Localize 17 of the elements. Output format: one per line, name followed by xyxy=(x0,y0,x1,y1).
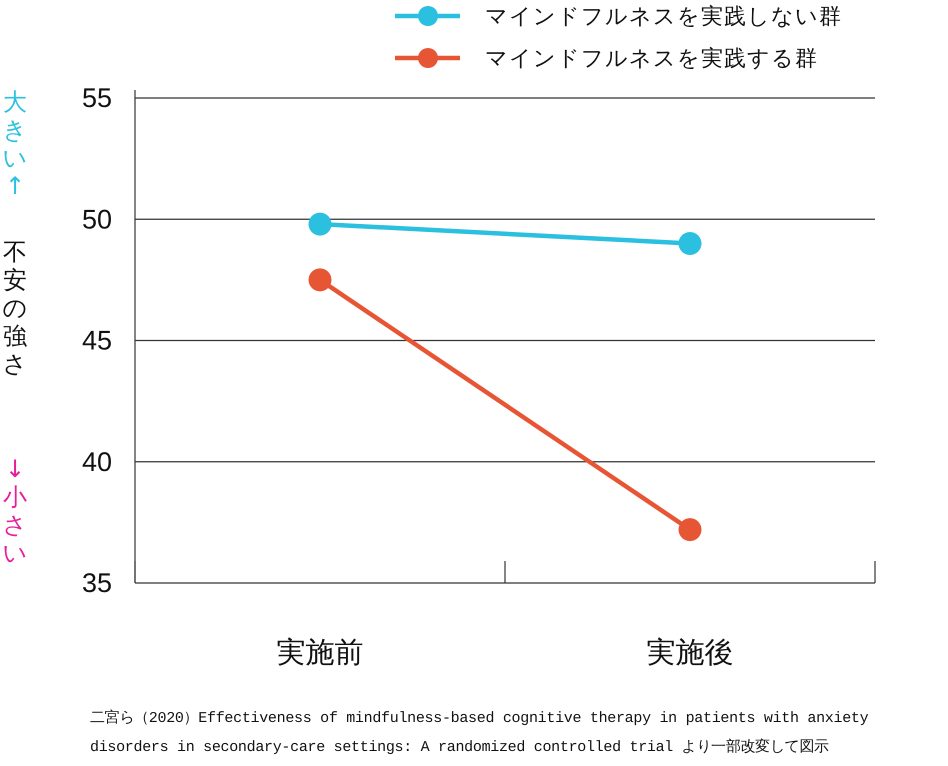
y-tick-label: 50 xyxy=(82,204,112,234)
y-tick-label: 55 xyxy=(82,83,112,113)
point xyxy=(308,212,332,236)
y-axis-title: 不安の強さ xyxy=(2,238,28,378)
text: 大きい↑ xyxy=(2,88,28,200)
point xyxy=(678,518,702,542)
text: 二宮ら（2020）Effectiveness of mindfulness-based cognitive therapy in patients with anxiety disorders in secondary-care settings: A randomized controlled trial より一部改変して図示 xyxy=(90,708,870,758)
point xyxy=(308,268,332,292)
y-tick-label: 40 xyxy=(82,446,112,477)
point xyxy=(678,232,702,255)
y-tick-label: 45 xyxy=(82,326,112,356)
x-tick-label: 実施前 xyxy=(276,637,364,669)
x-tick-label: 実施後 xyxy=(646,637,734,669)
legend-label: マインドフルネスを実践しない群 xyxy=(485,4,842,28)
text: ↓小さい xyxy=(2,455,28,567)
y-tick-label: 35 xyxy=(82,568,112,598)
legend-label: マインドフルネスを実践する群 xyxy=(485,46,818,70)
